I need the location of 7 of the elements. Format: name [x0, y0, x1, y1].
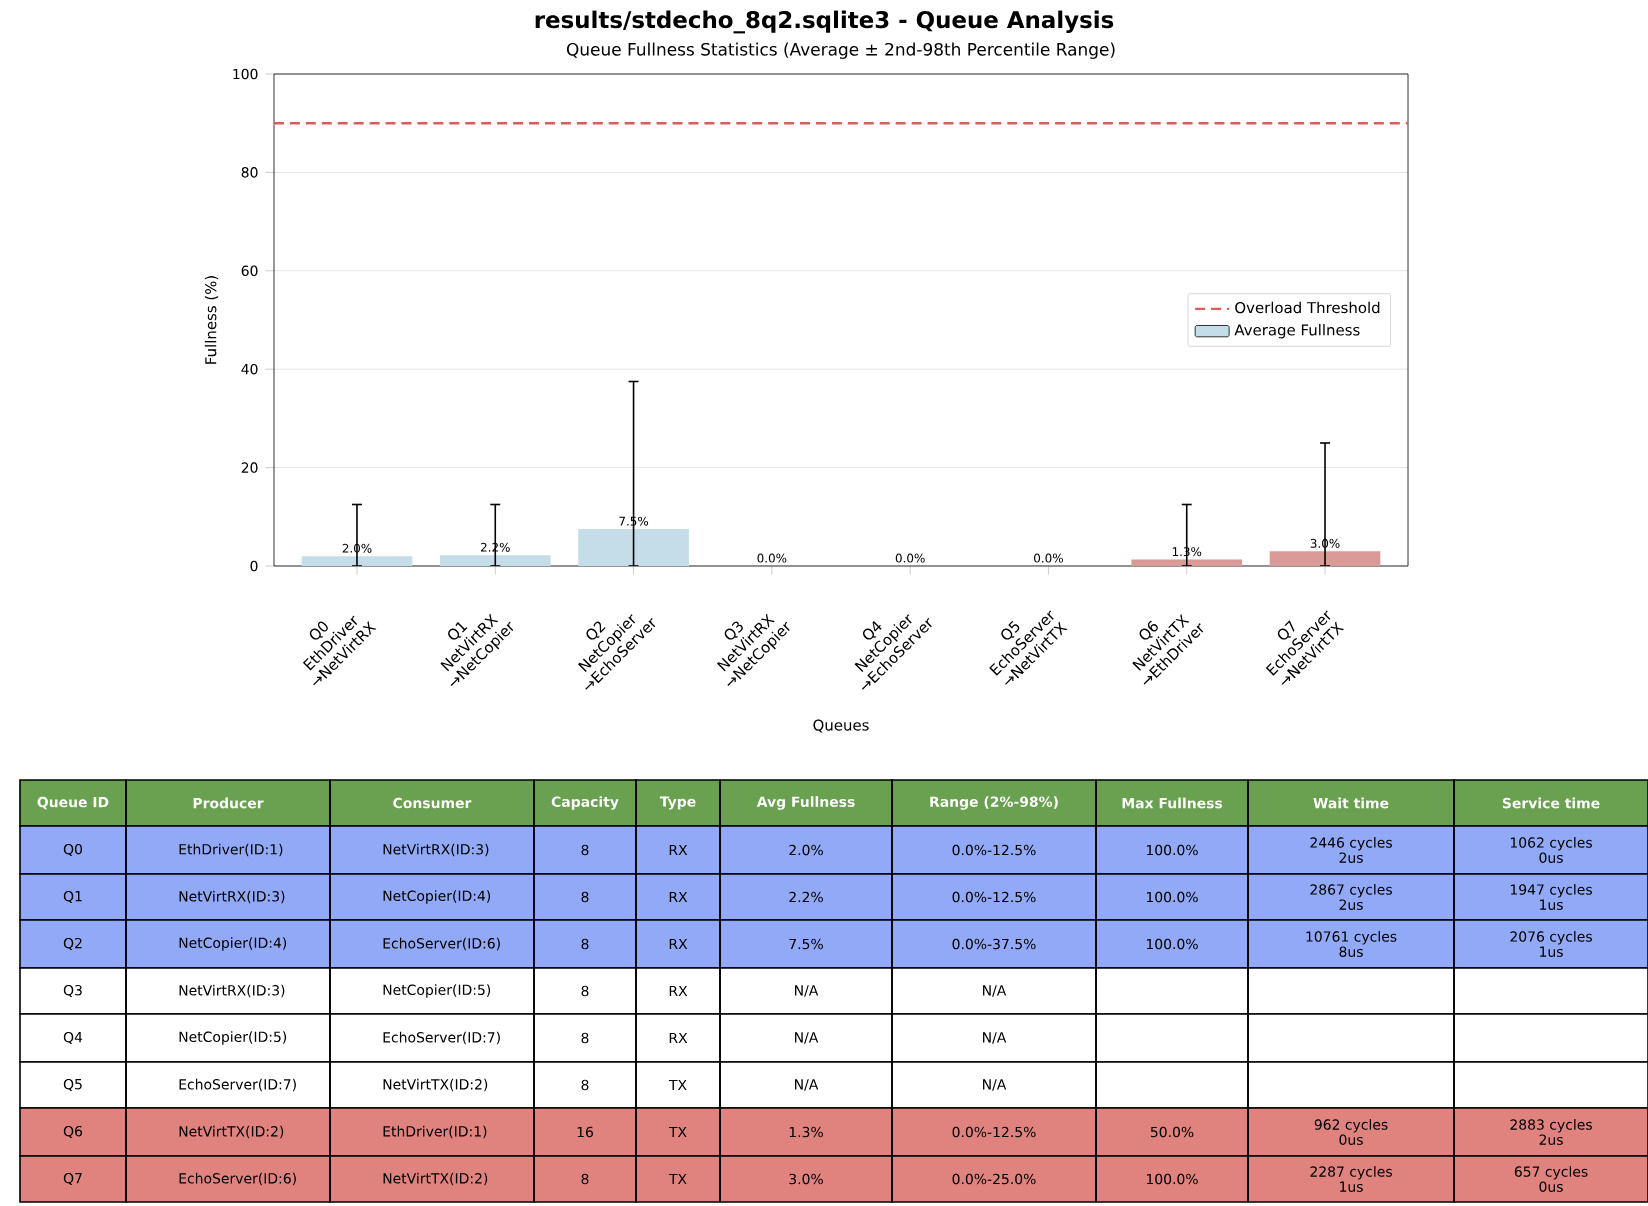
chart-title: results/stdecho_8q2.sqlite3 - Queue Analysis [535, 10, 1114, 34]
bar [439, 555, 551, 566]
chart-subtitle: Queue Fullness Statistics (Average ± 2nd-98th Percentile Range) [566, 42, 1115, 59]
bar [578, 529, 689, 566]
bar [1269, 551, 1381, 566]
bar [1131, 559, 1243, 566]
bar [301, 556, 413, 566]
